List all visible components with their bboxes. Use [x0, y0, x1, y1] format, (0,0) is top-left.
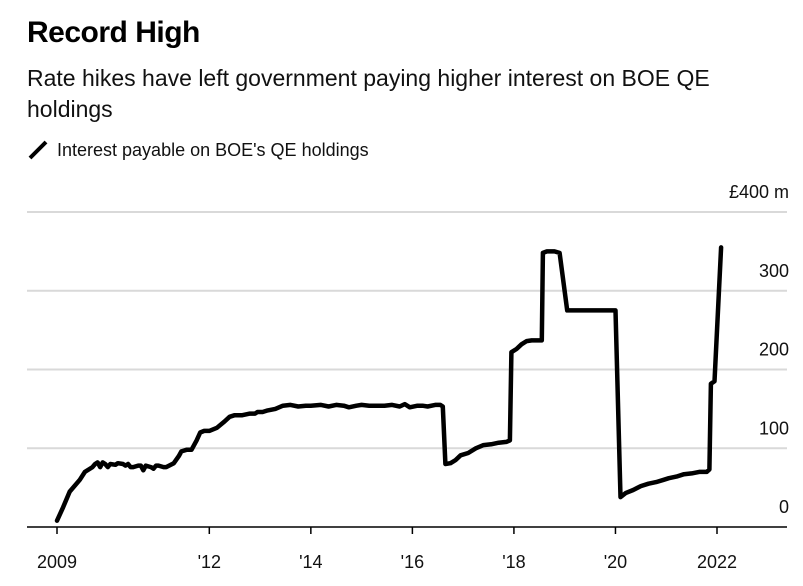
y-tick-label-0: 0 [779, 497, 789, 517]
y-axis-labels: 0 100 200 300 £400 m [729, 182, 789, 517]
series-line-0 [54, 245, 724, 523]
legend-line-swatch-icon [28, 140, 48, 160]
y-tick-label-100: 100 [759, 418, 789, 438]
x-axis: 2009 '12 '14 '16 '18 '20 2022 [27, 526, 787, 572]
y-tick-label-200: 200 [759, 340, 789, 360]
x-tick-label-2020: '20 [604, 552, 627, 572]
legend-label: Interest payable on BOE's QE holdings [57, 139, 369, 160]
x-tick-label-2009: 2009 [37, 552, 77, 572]
x-tick-label-2022: 2022 [697, 552, 737, 572]
series-layer [54, 245, 724, 523]
chart-legend: Interest payable on BOE's QE holdings [27, 138, 369, 162]
x-tick-label-2018: '18 [502, 552, 525, 572]
x-tick-label-2012: '12 [198, 552, 221, 572]
chart-subtitle: Rate hikes have left government paying h… [27, 65, 710, 122]
x-tick-label-2016: '16 [401, 552, 424, 572]
gridlines [27, 211, 787, 450]
y-tick-label-300: 300 [759, 261, 789, 281]
y-tick-label-400: £400 m [729, 182, 789, 202]
x-tick-label-2014: '14 [299, 552, 322, 572]
chart-title: Record High [27, 16, 200, 49]
